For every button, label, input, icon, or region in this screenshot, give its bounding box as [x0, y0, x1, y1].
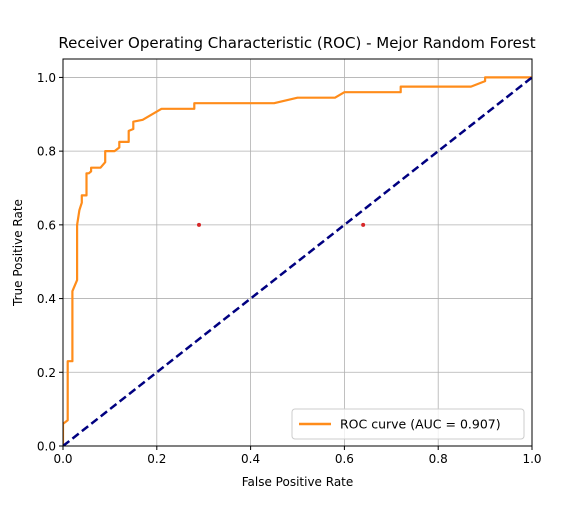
roc-curve-line — [63, 76, 532, 446]
x-tick-label: 0.8 — [429, 452, 448, 466]
chart-title: Receiver Operating Characteristic (ROC) … — [58, 34, 535, 52]
legend-box — [291, 408, 525, 440]
x-tick-label: 0.2 — [147, 452, 166, 466]
y-tick-label: 1.0 — [37, 71, 56, 85]
x-tick-label: 1.0 — [522, 452, 541, 466]
y-axis-title: True Positive Rate — [11, 199, 25, 307]
red-marker-point — [197, 222, 202, 227]
y-tick-label: 0.8 — [37, 145, 56, 159]
grid-layer — [62, 59, 533, 447]
y-tick-label: 0.4 — [37, 292, 56, 306]
x-tick-label: 0.4 — [241, 452, 260, 466]
y-tick-label: 0.2 — [37, 366, 56, 380]
ticks-layer: 0.0 0.2 0.4 0.6 0.8 1.0 0.0 0.2 0.4 0.6 0.8 1.0 — [37, 71, 542, 466]
series-layer — [63, 76, 532, 446]
y-tick-label: 0.0 — [37, 440, 56, 454]
legend-label-roc: ROC curve (AUC = 0.907) — [340, 417, 501, 432]
plot-frame — [62, 58, 533, 447]
red-marker-point — [361, 222, 366, 227]
points-layer — [197, 222, 366, 227]
x-tick-label: 0.0 — [53, 452, 72, 466]
legend: ROC curve (AUC = 0.907) — [291, 408, 525, 440]
diagonal-reference-line — [63, 76, 532, 446]
x-axis-title: False Positive Rate — [242, 475, 354, 489]
y-tick-label: 0.6 — [37, 218, 56, 232]
x-tick-label: 0.6 — [335, 452, 354, 466]
